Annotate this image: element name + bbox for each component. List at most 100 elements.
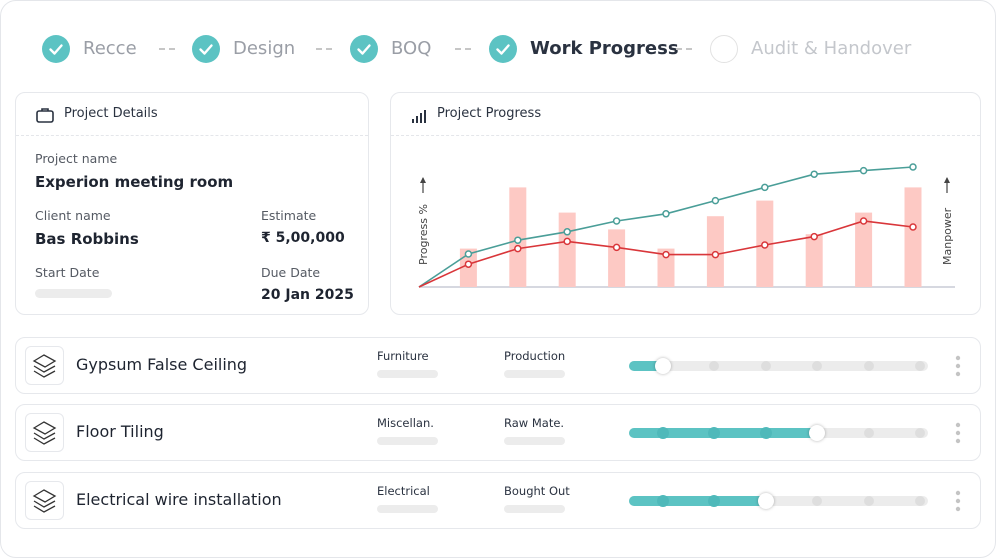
icon-part (41, 108, 49, 111)
bar (608, 229, 626, 287)
task-category: Miscellan. (377, 416, 434, 430)
field-label: Client name (35, 208, 111, 223)
divider (391, 135, 980, 136)
category-placeholder (377, 370, 438, 378)
check-mark (199, 44, 213, 55)
field-value: Experion meeting room (35, 173, 234, 191)
icon-part (420, 113, 422, 123)
more-menu[interactable] (954, 355, 962, 377)
card-title: Project Details (64, 106, 158, 121)
progress-stage (812, 361, 823, 371)
line-point (810, 232, 818, 241)
task-icon (25, 481, 64, 520)
step-separator (455, 48, 471, 50)
check-mark (357, 44, 371, 55)
field-value: ₹ 5,00,000 (261, 230, 345, 246)
icon-graphic (32, 489, 57, 513)
progress-stage (709, 361, 720, 371)
line-point (514, 244, 522, 253)
line-point (612, 243, 621, 252)
bar (657, 248, 675, 287)
task-category: Furniture (377, 349, 429, 363)
icon-part (32, 421, 57, 445)
progress-stage (757, 493, 774, 509)
progress-fill (629, 361, 663, 371)
field-label: Estimate (261, 208, 317, 223)
step-icon (350, 35, 378, 63)
line-point (711, 250, 720, 259)
menu-dot (955, 438, 961, 444)
step-separator (159, 48, 175, 50)
step-label: Design (233, 38, 296, 59)
step-separator (316, 48, 332, 50)
progress-stage (759, 427, 772, 439)
task-icon (25, 413, 64, 452)
more-menu[interactable] (954, 490, 962, 512)
progress-stage (863, 361, 874, 371)
category-placeholder (377, 505, 438, 513)
step-icon (710, 35, 738, 63)
progress-track (629, 496, 928, 506)
progress-stage (708, 427, 721, 439)
menu-dot (955, 498, 961, 504)
chart: Progress % Manpower (417, 163, 955, 288)
bar (904, 187, 922, 287)
task-row[interactable]: Electrical wire installation Electrical Bo… (15, 472, 981, 529)
icon-part (424, 110, 426, 123)
source-placeholder (504, 370, 565, 378)
task-source: Raw Mate. (504, 416, 565, 430)
source-placeholder (504, 437, 565, 445)
step-label: Audit & Handover (751, 38, 912, 59)
task-icon (25, 346, 64, 385)
menu-dot (955, 422, 961, 428)
project-details-card: Project Details Project name Experion meet… (15, 92, 369, 315)
progress-fill (629, 428, 818, 438)
line-point (662, 210, 670, 218)
task-category: Electrical (377, 484, 430, 498)
check (357, 44, 371, 55)
more-menu[interactable] (954, 422, 962, 444)
value-placeholder (35, 289, 112, 298)
line-point (514, 236, 522, 244)
chart-icon (412, 110, 426, 123)
line-point (464, 260, 473, 268)
step-icon (192, 35, 220, 63)
card-title: Project Progress (437, 106, 542, 121)
icon-part (416, 116, 418, 123)
field-label: Project name (35, 151, 118, 166)
menu-dot (955, 506, 961, 512)
icon-part (36, 110, 54, 123)
task-row[interactable]: Gypsum False Ceiling Furniture Production (15, 337, 981, 394)
divider (16, 135, 368, 136)
step-separator (676, 48, 692, 50)
bar (558, 212, 576, 287)
step-label: Recce (83, 38, 137, 59)
field-label: Start Date (35, 265, 100, 280)
field-value: 20 Jan 2025 (261, 287, 354, 303)
check-mark (496, 44, 510, 55)
line-point (761, 183, 769, 192)
menu-dot (955, 363, 961, 369)
project-progress-card: Project Progress Progress % Manpower (390, 92, 981, 315)
line-point (464, 250, 473, 258)
line-point (563, 237, 571, 246)
progress-stage (915, 428, 925, 438)
progress-stage (863, 496, 874, 506)
step-label: Work Progress (530, 38, 679, 59)
line-point (563, 228, 571, 236)
step-icon (489, 35, 517, 63)
line-point (662, 250, 670, 259)
menu-dot (955, 490, 961, 496)
progress-track (629, 361, 928, 371)
icon-graphic (32, 354, 57, 378)
line-point (859, 217, 868, 225)
progress-stage (915, 496, 925, 506)
check (49, 44, 63, 55)
task-source: Bought Out (504, 484, 570, 498)
task-row[interactable]: Floor Tiling Miscellan. Raw Mate. (15, 404, 981, 461)
task-name: Floor Tiling (76, 422, 164, 441)
menu-dot (955, 371, 961, 377)
check-mark (49, 44, 63, 55)
progress-stage (657, 427, 669, 439)
check (199, 44, 213, 55)
